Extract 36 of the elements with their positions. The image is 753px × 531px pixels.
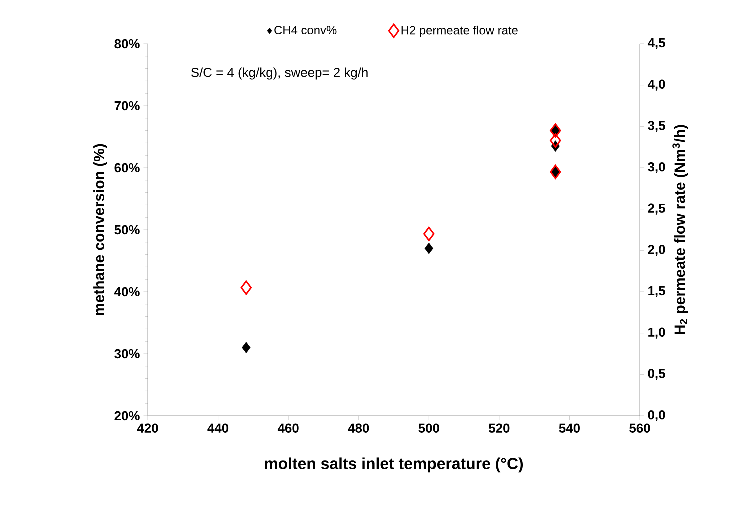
y2-tick-label: 3,5	[648, 121, 666, 132]
x-axis-title: molten salts inlet temperature (°C)	[265, 458, 524, 473]
y-tick-label: 40%	[114, 287, 140, 297]
y-tick-label: 70%	[114, 101, 140, 111]
y2-tick-label: 0,0	[648, 410, 666, 422]
point	[240, 280, 252, 296]
point	[242, 342, 251, 354]
y2-tick-label: 1,0	[648, 328, 666, 339]
y2-tick-label: 3,0	[648, 162, 666, 174]
x-tick-label: 440	[208, 424, 229, 433]
point	[424, 242, 434, 254]
y2-tick-label: 2,0	[648, 245, 666, 256]
y2-tick-label: 2,5	[648, 204, 666, 215]
point	[550, 133, 562, 148]
y2-axis-title: H$_{2}$ permeate flow rate (Nm$^{3}$/h)	[672, 125, 688, 335]
x-tick-label: 500	[418, 424, 440, 433]
y-tick-label: 50%	[114, 225, 140, 235]
y2-tick-label: 0,5	[648, 369, 666, 380]
x-tick-label: 520	[489, 424, 510, 433]
y-tick-label: 80%	[114, 39, 140, 49]
y2-tick-label: 1,5	[648, 286, 666, 298]
y-tick-label: 20%	[114, 411, 140, 421]
y2-tick-label: 4,5	[648, 38, 666, 50]
y-tick-label: 30%	[114, 349, 140, 359]
x-tick-label: 460	[278, 424, 299, 433]
legend-label: H2 permeate flow rate	[402, 26, 518, 38]
x-tick-label: 540	[559, 424, 580, 433]
legend-label: CH4 conv%	[274, 26, 337, 35]
x-tick-label: 420	[137, 424, 158, 433]
y-axis-title: methane conversion (%)	[94, 144, 108, 316]
x-tick-label: 560	[630, 424, 650, 433]
annotation: S/C = 4 (kg/kg), sweep= 2 kg/h	[191, 68, 368, 80]
point	[424, 226, 435, 242]
y-tick-label: 60%	[114, 163, 140, 173]
x-tick-label: 480	[348, 424, 370, 433]
y2-tick-label: 4,0	[648, 80, 666, 91]
